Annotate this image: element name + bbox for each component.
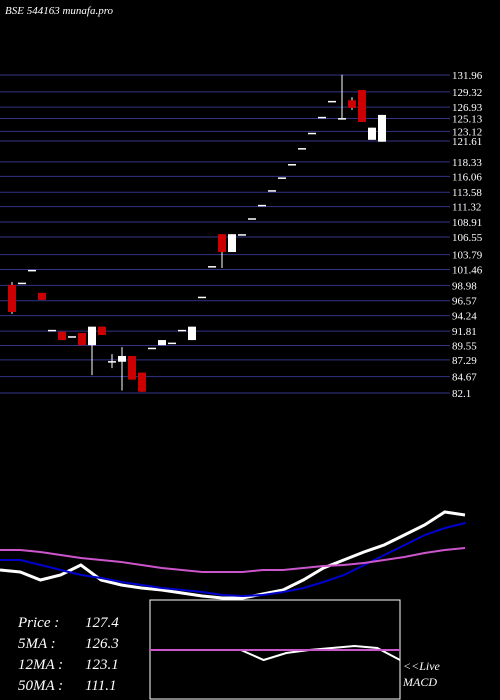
candle-body	[48, 329, 56, 332]
line-series	[0, 510, 466, 600]
candle-body	[158, 340, 166, 346]
stat-label: 12MA :	[18, 657, 63, 673]
candle-body	[378, 114, 386, 142]
candle-body	[328, 100, 336, 103]
stat-value: 127.4	[85, 615, 119, 631]
candle-body	[368, 127, 376, 140]
y-tick-label: 94.24	[452, 311, 477, 323]
candle-body	[338, 118, 346, 120]
candle-body	[88, 326, 96, 346]
y-tick-label: 87.29	[452, 355, 477, 367]
candle-body	[128, 356, 136, 380]
candle-body	[168, 342, 176, 345]
y-tick-label: 84.67	[452, 372, 477, 384]
y-tick-label: 98.98	[452, 280, 477, 292]
candle-body	[38, 292, 46, 300]
candle-body	[148, 347, 156, 350]
candle-body	[258, 204, 266, 207]
stat-value: 123.1	[85, 657, 119, 673]
y-tick-label: 123.12	[452, 126, 482, 138]
stat-label: 5MA :	[18, 636, 56, 652]
candle-body	[78, 333, 86, 346]
y-tick-label: 91.81	[452, 326, 477, 338]
y-tick-label: 103.79	[452, 250, 483, 262]
candle-body	[138, 372, 146, 392]
stat-label: Price :	[17, 615, 59, 631]
line-series	[0, 522, 466, 598]
candle-body	[98, 326, 106, 335]
y-tick-label: 106.55	[452, 232, 483, 244]
candle-body	[118, 356, 126, 362]
candle-body	[108, 361, 116, 363]
y-tick-label: 131.96	[452, 70, 483, 82]
candle-body	[298, 148, 306, 150]
y-tick-label: 129.32	[452, 87, 482, 99]
y-tick-label: 89.55	[452, 340, 477, 352]
stat-label: 50MA :	[18, 678, 63, 694]
candle-body	[18, 282, 26, 285]
candle-body	[308, 132, 316, 135]
chart-title: BSE 544163 munafa.pro	[5, 5, 114, 17]
macd-title: <<Live	[403, 659, 441, 673]
candle-body	[8, 284, 16, 313]
candle-body	[58, 331, 66, 341]
stat-value: 126.3	[85, 636, 119, 652]
y-tick-label: 116.06	[452, 171, 482, 183]
y-tick-label: 82.1	[452, 388, 471, 400]
candle-body	[318, 116, 326, 119]
y-tick-label: 113.58	[452, 187, 482, 199]
y-tick-label: 118.33	[452, 157, 482, 169]
candle-body	[238, 234, 246, 236]
y-tick-label: 121.61	[452, 136, 482, 148]
stat-value: 111.1	[85, 678, 117, 694]
candle-body	[208, 266, 216, 268]
y-tick-label: 126.93	[452, 102, 483, 114]
macd-title: MACD	[402, 675, 437, 689]
candle-body	[278, 177, 286, 179]
candle-body	[28, 269, 36, 272]
y-tick-label: 125.13	[452, 114, 483, 126]
y-tick-label: 96.57	[452, 296, 477, 308]
candle-body	[178, 329, 186, 332]
candle-body	[198, 296, 206, 299]
candle-body	[228, 234, 236, 253]
y-tick-label: 108.91	[452, 217, 482, 229]
y-tick-label: 101.46	[452, 265, 483, 277]
candle-body	[248, 218, 256, 220]
candle-body	[358, 90, 366, 122]
candle-body	[68, 336, 76, 338]
candle-body	[188, 326, 196, 341]
candle-body	[288, 164, 296, 166]
y-tick-label: 111.32	[452, 202, 481, 214]
line-series	[0, 547, 466, 573]
candle-body	[218, 234, 226, 253]
candle-body	[268, 190, 276, 192]
candle-body	[348, 100, 356, 108]
